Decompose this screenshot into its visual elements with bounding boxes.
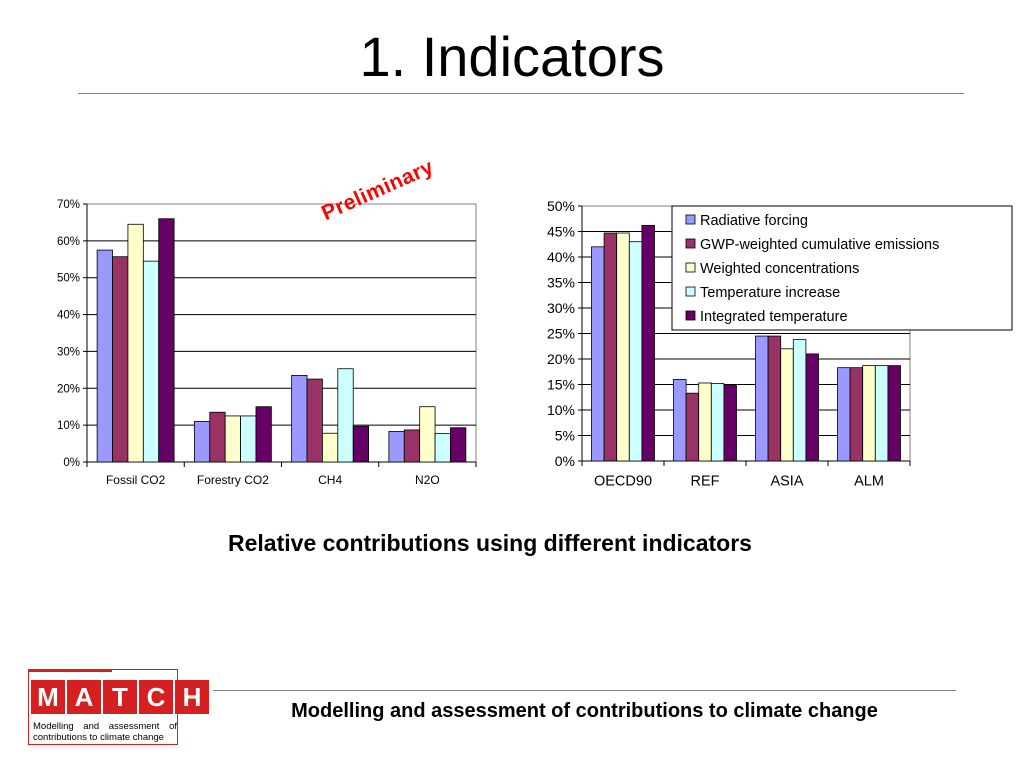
legend-swatch [685, 214, 696, 225]
footer-text: Modelling and assessment of contribution… [291, 700, 878, 722]
legend-label: Integrated temperature [700, 309, 848, 325]
logo-letter: H [175, 680, 209, 714]
legend-swatch [685, 238, 696, 249]
match-logo: M A T C H Modelling and assessment of co… [28, 669, 209, 745]
bar [96, 249, 113, 463]
y-tick-label: 40% [57, 310, 80, 322]
bar [209, 411, 226, 463]
bar [887, 365, 901, 462]
bar [291, 374, 308, 463]
figure-caption: Relative contributions using different i… [228, 530, 752, 556]
logo-letter: M [31, 680, 65, 714]
logo-accent-bar [28, 669, 112, 672]
bar [158, 218, 175, 463]
legend-swatch [685, 310, 696, 321]
bar [112, 256, 129, 463]
y-tick-label: 30% [57, 346, 80, 358]
legend-label: GWP-weighted cumulative emissions [700, 237, 939, 253]
title-divider [78, 93, 964, 94]
slide-title: 1. Indicators [359, 25, 665, 88]
x-tick-label: CH4 [318, 473, 342, 487]
bar [322, 432, 339, 463]
bar [628, 241, 643, 462]
bar [862, 365, 876, 462]
chart-by-gas: 0% 10% 20% 30% 40% 50% 60% 70% Fossil CO2 Forestr… [57, 199, 477, 487]
bar [419, 406, 436, 463]
legend-label: Weighted concentrations [700, 261, 859, 277]
y-tick-label: 60% [57, 236, 80, 248]
logo-letter: A [67, 680, 101, 714]
bar [755, 335, 769, 462]
y-tick-label: 10% [547, 402, 575, 418]
y-tick-label: 35% [547, 274, 575, 290]
x-tick-label: REF [691, 474, 720, 490]
bar [805, 353, 819, 462]
bar [403, 429, 421, 463]
y-tick-label: 5% [555, 427, 575, 443]
bar [780, 348, 794, 462]
bar [450, 427, 467, 463]
bar [193, 421, 211, 463]
bar [849, 367, 864, 462]
y-tick-label: 40% [547, 249, 575, 265]
y-tick-label: 20% [57, 383, 80, 395]
bar [306, 378, 323, 463]
x-tick-label: Forestry CO2 [197, 473, 269, 487]
bar [337, 368, 354, 463]
bar [240, 415, 257, 463]
bar [698, 382, 712, 462]
bar [142, 260, 160, 463]
legend-swatch [685, 262, 696, 273]
bar [837, 367, 851, 462]
bar [591, 246, 605, 462]
y-tick-label: 50% [57, 273, 80, 285]
bar [874, 365, 889, 462]
bar [685, 392, 700, 462]
logo-letter: C [139, 680, 173, 714]
bar [434, 433, 451, 463]
bar [603, 232, 618, 462]
x-tick-label: OECD90 [594, 474, 652, 490]
bar [616, 232, 630, 462]
legend-swatch [685, 286, 696, 297]
legend-box [671, 205, 1013, 331]
chart-by-region: 0% 5% 10% 15% 20% 25% 30% 35% 40% 45% 50% OECD90 REF… [547, 198, 1013, 490]
legend-label: Temperature increase [700, 285, 840, 301]
bar [388, 431, 405, 463]
y-tick-label: 20% [547, 351, 575, 367]
y-tick-label: 70% [57, 199, 80, 211]
x-tick-label: ALM [854, 474, 884, 490]
bar [127, 223, 144, 463]
bar [641, 224, 655, 462]
bar [710, 383, 725, 462]
y-tick-label: 50% [547, 198, 575, 214]
logo-letters: M A T C H [31, 680, 209, 714]
bar [352, 425, 370, 463]
y-tick-label: 45% [547, 223, 575, 239]
y-tick-label: 0% [555, 453, 575, 469]
y-tick-label: 0% [63, 457, 80, 469]
logo-subtitle: Modelling and assessment of contribution… [33, 721, 177, 743]
bar [255, 406, 272, 463]
y-tick-label: 25% [547, 325, 575, 341]
legend-label: Radiative forcing [700, 213, 808, 229]
x-tick-label: Fossil CO2 [106, 473, 166, 487]
x-tick-label: ASIA [770, 474, 803, 490]
bar [767, 335, 782, 462]
bar [224, 415, 241, 463]
bar [673, 378, 687, 462]
bar [723, 385, 737, 462]
bar [792, 339, 807, 462]
y-tick-label: 30% [547, 300, 575, 316]
logo-letter: T [103, 680, 137, 714]
y-tick-label: 10% [57, 420, 80, 432]
y-tick-label: 15% [547, 376, 575, 392]
x-tick-label: N2O [415, 473, 440, 487]
footer-divider [213, 690, 956, 691]
